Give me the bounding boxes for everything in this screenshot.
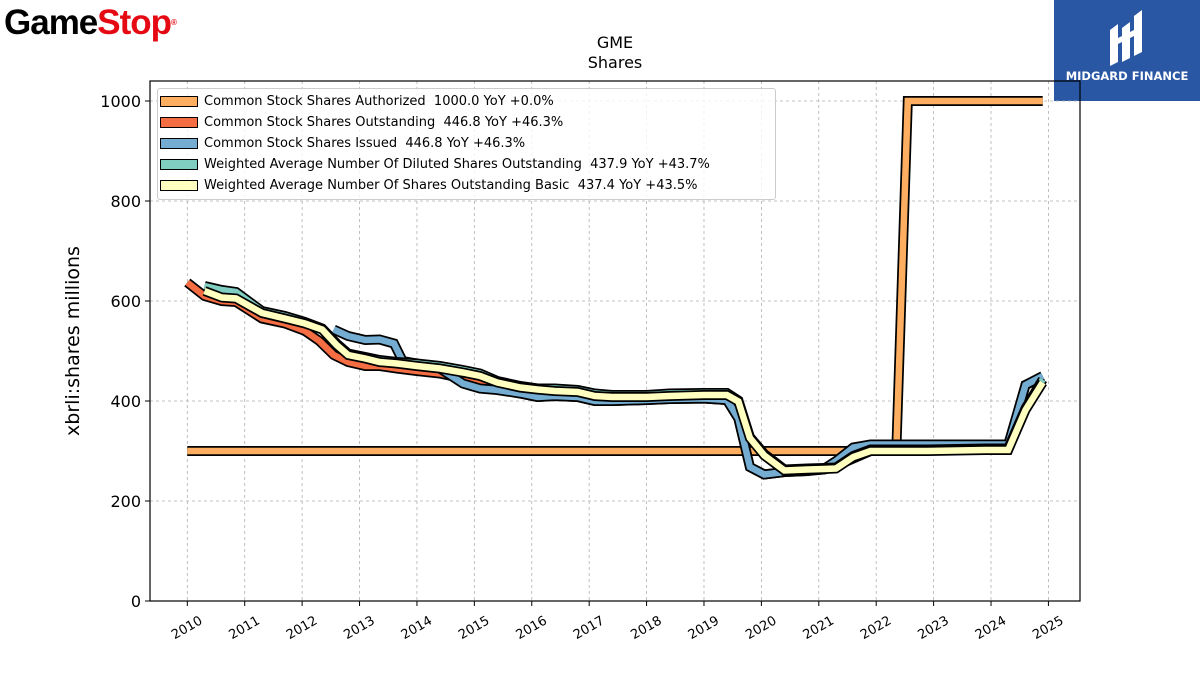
x-tick-label: 2010: [169, 613, 205, 643]
chart-legend: Common Stock Shares Authorized 1000.0 Yo…: [157, 88, 776, 200]
x-tick-label: 2022: [858, 613, 894, 643]
legend-swatch: [160, 180, 198, 192]
midgard-finance-name: MIDGARD FINANCE: [1065, 69, 1189, 83]
midgard-monogram-icon: [1110, 10, 1142, 66]
legend-item: Weighted Average Number Of Shares Outsta…: [160, 176, 698, 196]
plot-frame: [149, 80, 1081, 602]
series-line: [203, 287, 1046, 474]
gamestop-logo-mark: ®: [171, 18, 177, 27]
legend-label: Weighted Average Number Of Diluted Share…: [204, 157, 710, 173]
x-tick-label: 2012: [284, 613, 320, 643]
legend-item: Common Stock Shares Outstanding 446.8 Yo…: [160, 112, 563, 132]
y-tick-label: 200: [110, 492, 141, 511]
legend-item: Weighted Average Number Of Diluted Share…: [160, 155, 710, 175]
legend-swatch: [160, 137, 198, 149]
x-tick-label: 2015: [456, 613, 492, 643]
legend-swatch: [160, 95, 198, 107]
y-tick-label: 600: [110, 292, 141, 311]
legend-swatch: [160, 159, 198, 171]
legend-item: Common Stock Shares Issued 446.8 YoY +46…: [160, 133, 525, 153]
x-tick-label: 2025: [1030, 613, 1066, 643]
series-1: [187, 96, 1043, 456]
x-tick-label: 2021: [801, 613, 837, 643]
x-tick-label: 2013: [341, 613, 377, 643]
legend-label: Weighted Average Number Of Shares Outsta…: [204, 178, 698, 194]
chart-subtitle: Shares: [587, 53, 643, 72]
x-tick-label: 2011: [227, 613, 263, 643]
gamestop-logo-game: Game: [4, 3, 98, 42]
y-tick-label: 800: [110, 192, 141, 211]
legend-label: Common Stock Shares Authorized 1000.0 Yo…: [204, 93, 554, 109]
x-tick-label: 2016: [514, 613, 550, 643]
x-tick-label: 2014: [399, 613, 435, 643]
legend-label: Common Stock Shares Issued 446.8 YoY +46…: [204, 135, 526, 151]
legend-label: Common Stock Shares Outstanding 446.8 Yo…: [204, 114, 564, 130]
x-tick-label: 2023: [915, 613, 951, 643]
x-tick-label: 2019: [686, 613, 722, 643]
midgard-finance-logo: MIDGARD FINANCE: [1054, 0, 1200, 101]
legend-swatch: [160, 116, 198, 128]
series-5: [202, 286, 1047, 476]
legend-item: Common Stock Shares Authorized 1000.0 Yo…: [160, 91, 554, 111]
x-tick-label: 2024: [973, 613, 1009, 643]
gamestop-logo-stop: Stop: [97, 3, 172, 42]
y-tick-label: 0: [131, 592, 141, 611]
x-tick-label: 2020: [743, 613, 779, 643]
y-tick-label: 400: [110, 392, 141, 411]
y-tick-label: 1000: [100, 92, 141, 111]
y-axis-label: xbrli:shares millions: [62, 246, 84, 436]
chart-title: GME: [596, 33, 634, 52]
series-lines: [184, 96, 1048, 480]
x-tick-label: 2017: [571, 613, 607, 643]
series-line: [187, 97, 1043, 455]
x-tick-label: 2018: [628, 613, 664, 643]
gamestop-logo: GameStop®: [4, 2, 177, 44]
